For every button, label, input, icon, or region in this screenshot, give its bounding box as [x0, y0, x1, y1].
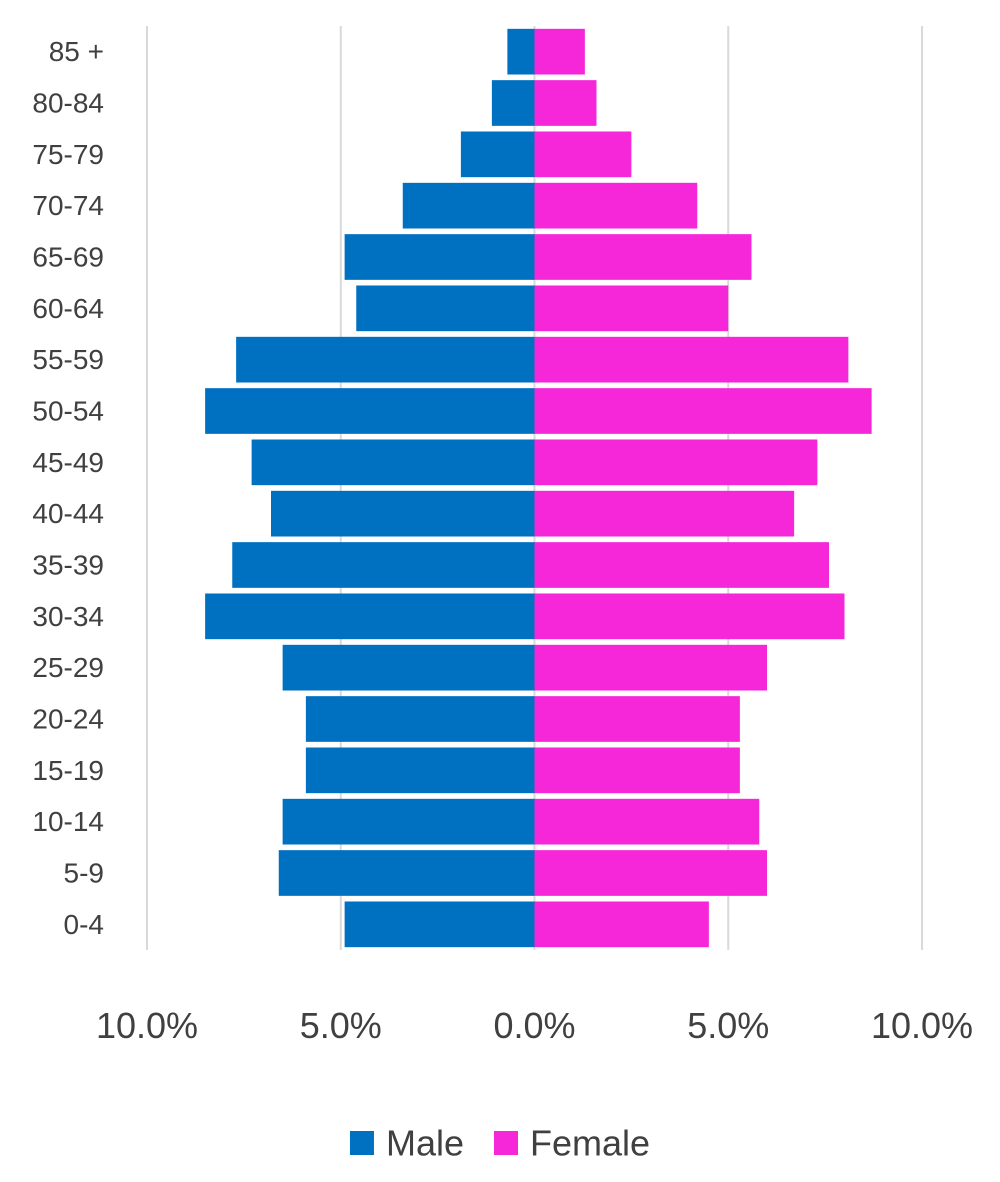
bar-female-0-4 — [534, 901, 709, 948]
legend-swatch-male — [349, 1131, 374, 1155]
category-label: 65-69 — [32, 242, 104, 273]
x-tick-label: 10.0% — [871, 1005, 973, 1046]
gridlines — [146, 26, 923, 950]
category-label: 85 + — [49, 36, 104, 67]
bar-male-60-64 — [356, 285, 535, 332]
legend-label-male: Male — [386, 1123, 464, 1164]
bar-male-80-84 — [491, 80, 535, 126]
bar-female-80-84 — [534, 80, 597, 126]
category-label: 50-54 — [32, 396, 104, 427]
bar-female-50-54 — [534, 388, 872, 434]
bar-female-65-69 — [534, 234, 752, 280]
category-label: 10-14 — [32, 806, 104, 837]
bar-female-40-44 — [534, 490, 795, 537]
category-label: 70-74 — [32, 190, 104, 221]
category-label: 40-44 — [32, 498, 104, 529]
x-tick-label: 5.0% — [687, 1005, 769, 1046]
category-label: 75-79 — [32, 139, 104, 170]
legend-item-male: Male — [349, 1123, 464, 1164]
bar-male-65-69 — [344, 234, 535, 280]
category-label: 35-39 — [32, 550, 104, 581]
bar-male-75-79 — [460, 131, 535, 178]
x-tick-label: 10.0% — [96, 1005, 198, 1046]
bar-male-50-54 — [205, 388, 535, 434]
category-label: 25-29 — [32, 652, 104, 683]
legend-swatch-female — [493, 1131, 518, 1155]
category-labels: 85 + 80-84 75-79 70-74 65-69 60-64 55-59 50-54 4… — [32, 36, 104, 940]
bar-female-35-39 — [534, 542, 829, 588]
legend: Male Female — [349, 1123, 650, 1164]
legend-item-female: Female — [493, 1123, 650, 1164]
bar-female-55-59 — [534, 336, 849, 383]
bar-female-45-49 — [534, 439, 818, 486]
x-axis-tick-labels: 10.0% 5.0% 0.0% 5.0% 10.0% — [96, 1005, 973, 1046]
category-label: 20-24 — [32, 704, 104, 735]
bar-female-60-64 — [534, 285, 729, 332]
bar-female-25-29 — [534, 644, 767, 691]
category-label: 60-64 — [32, 293, 104, 324]
bar-female-5-9 — [534, 850, 767, 896]
legend-label-female: Female — [530, 1123, 650, 1164]
bar-male-40-44 — [271, 490, 535, 537]
bar-male-15-19 — [305, 747, 535, 794]
bar-male-5-9 — [278, 850, 535, 896]
bar-male-30-34 — [205, 593, 535, 640]
bar-female-75-79 — [534, 131, 632, 178]
bars — [205, 28, 872, 948]
category-label: 80-84 — [32, 88, 104, 119]
bar-female-15-19 — [534, 747, 740, 794]
category-label: 55-59 — [32, 344, 104, 375]
bar-male-70-74 — [402, 182, 535, 229]
bar-male-35-39 — [232, 542, 535, 588]
bar-female-10-14 — [534, 798, 760, 845]
bar-female-20-24 — [534, 696, 740, 742]
bar-female-30-34 — [534, 593, 845, 640]
bar-female-85 — [534, 28, 585, 75]
bar-male-10-14 — [282, 798, 535, 845]
bar-male-85 — [507, 28, 535, 75]
category-label: 0-4 — [64, 909, 104, 940]
category-label: 30-34 — [32, 601, 104, 632]
x-tick-label: 5.0% — [300, 1005, 382, 1046]
bar-male-0-4 — [344, 901, 535, 948]
bar-male-25-29 — [282, 644, 535, 691]
x-tick-label: 0.0% — [493, 1005, 575, 1046]
bar-female-70-74 — [534, 182, 698, 229]
category-label: 5-9 — [64, 858, 104, 889]
bar-male-20-24 — [305, 696, 535, 742]
category-label: 45-49 — [32, 447, 104, 478]
bar-male-55-59 — [236, 336, 535, 383]
bar-male-45-49 — [251, 439, 535, 486]
category-label: 15-19 — [32, 755, 104, 786]
